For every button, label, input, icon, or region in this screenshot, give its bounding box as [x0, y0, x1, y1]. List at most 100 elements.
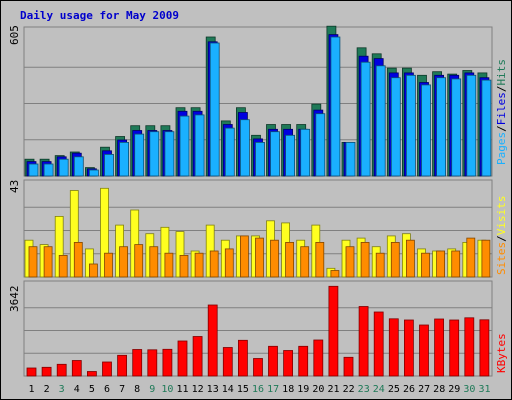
x-tick-label: 8: [134, 384, 140, 395]
legend-hits: Hits: [495, 59, 508, 86]
x-tick-label: 6: [104, 384, 110, 395]
bar-kbytes-day-30: [464, 317, 475, 377]
bar-sites-day-14: [224, 248, 234, 278]
bar-pages-day-14: [224, 127, 235, 177]
bar-kbytes-day-1: [26, 367, 37, 377]
x-tick-label: 23: [358, 384, 370, 395]
bar-pages-day-26: [405, 74, 416, 177]
bar-kbytes-day-13: [207, 304, 218, 377]
bar-pages-day-21: [330, 36, 341, 177]
bar-sites-day-23: [360, 241, 370, 278]
bar-sites-day-3: [58, 254, 68, 278]
bar-kbytes-day-25: [388, 318, 399, 377]
x-tick-label: 15: [237, 384, 249, 395]
x-tick-label: 21: [327, 384, 339, 395]
bar-kbytes-day-4: [71, 360, 82, 377]
bar-kbytes-day-26: [403, 319, 414, 377]
bar-sites-day-17: [270, 239, 279, 278]
bar-sites-day-13: [209, 250, 219, 278]
legend-separator: /: [495, 125, 508, 132]
bar-sites-day-19: [300, 246, 310, 278]
bar-sites-day-22: [345, 246, 355, 278]
bar-sites-day-10: [164, 252, 174, 278]
bar-kbytes-day-22: [343, 356, 354, 377]
x-tick-label: 16: [252, 384, 264, 395]
bar-kbytes-day-7: [117, 354, 127, 377]
bar-kbytes-day-14: [222, 347, 233, 377]
x-tick-label: 18: [282, 384, 294, 395]
bar-pages-day-11: [179, 115, 190, 177]
bar-pages-day-27: [421, 84, 431, 177]
bar-sites-day-25: [390, 241, 400, 278]
bar-kbytes-day-19: [298, 345, 309, 377]
legend-visits: Visits: [495, 196, 508, 236]
bar-sites-day-16: [255, 237, 264, 278]
x-tick-label: 26: [403, 384, 415, 395]
x-tick-label: 17: [267, 384, 279, 395]
bar-kbytes-day-20: [313, 339, 324, 377]
bar-pages-day-29: [451, 78, 462, 177]
bar-pages-day-30: [466, 74, 477, 177]
legend-sites: Sites: [495, 242, 508, 275]
bar-sites-day-4: [73, 241, 83, 278]
x-tick-label: 10: [161, 384, 173, 395]
bar-sites-day-2: [43, 246, 53, 278]
bar-pages-day-17: [270, 131, 280, 177]
bar-pages-day-19: [300, 128, 311, 177]
requests-legend: Pages/Files/Hits: [495, 59, 508, 165]
x-tick-label: 1: [28, 384, 34, 395]
bar-pages-day-13: [209, 42, 220, 177]
bar-kbytes-day-2: [41, 366, 52, 377]
bar-sites-day-9: [149, 246, 159, 278]
bar-pages-day-9: [149, 131, 160, 177]
x-tick-label: 25: [388, 384, 400, 395]
bar-kbytes-day-29: [449, 319, 460, 377]
bar-kbytes-day-21: [328, 285, 339, 377]
bar-sites-day-24: [375, 252, 385, 278]
bar-kbytes-day-18: [283, 350, 294, 377]
bar-kbytes-day-24: [373, 311, 384, 377]
bar-sites-day-27: [421, 252, 430, 278]
x-tick-label: 28: [433, 384, 445, 395]
bar-kbytes-day-23: [358, 306, 369, 377]
bar-pages-day-3: [58, 158, 69, 177]
bar-pages-day-12: [194, 114, 205, 177]
bar-pages-day-24: [375, 65, 386, 177]
x-tick-label: 20: [312, 384, 324, 395]
bar-kbytes-day-6: [102, 361, 112, 377]
x-tick-label: 24: [373, 384, 385, 395]
x-tick-label: 7: [119, 384, 125, 395]
bar-pages-day-8: [134, 133, 145, 177]
x-tick-label: 19: [297, 384, 309, 395]
bar-sites-day-15: [239, 235, 249, 278]
bar-kbytes-day-12: [192, 336, 203, 377]
bar-kbytes-day-9: [147, 349, 158, 377]
bar-kbytes-day-3: [56, 363, 67, 377]
bar-pages-day-15: [239, 119, 250, 177]
bar-pages-day-5: [89, 169, 99, 177]
top-max-label: 605: [8, 25, 21, 45]
x-tick-label: 14: [222, 384, 234, 395]
bar-pages-day-23: [360, 61, 371, 177]
x-tick-label: 30: [463, 384, 475, 395]
bar-pages-day-25: [390, 77, 401, 177]
bar-sites-day-28: [436, 250, 446, 278]
bar-pages-day-10: [164, 131, 175, 177]
bar-sites-day-6: [104, 252, 113, 278]
bar-sites-day-31: [481, 239, 491, 278]
kbytes-legend: KBytes: [495, 333, 508, 373]
x-tick-label: 12: [192, 384, 204, 395]
x-tick-label: 9: [149, 384, 155, 395]
x-tick-label: 4: [74, 384, 80, 395]
bar-kbytes-day-27: [419, 324, 429, 377]
bar-pages-day-31: [481, 79, 492, 177]
x-tick-label: 31: [478, 384, 490, 395]
bar-kbytes-day-16: [253, 358, 263, 377]
bar-kbytes-day-10: [162, 348, 173, 377]
x-tick-label: 27: [418, 384, 430, 395]
visitors-legend: Sites/Visits: [495, 196, 508, 276]
legend-files: Files: [495, 92, 508, 125]
bar-sites-day-29: [451, 250, 461, 278]
bar-pages-day-1: [28, 163, 39, 177]
